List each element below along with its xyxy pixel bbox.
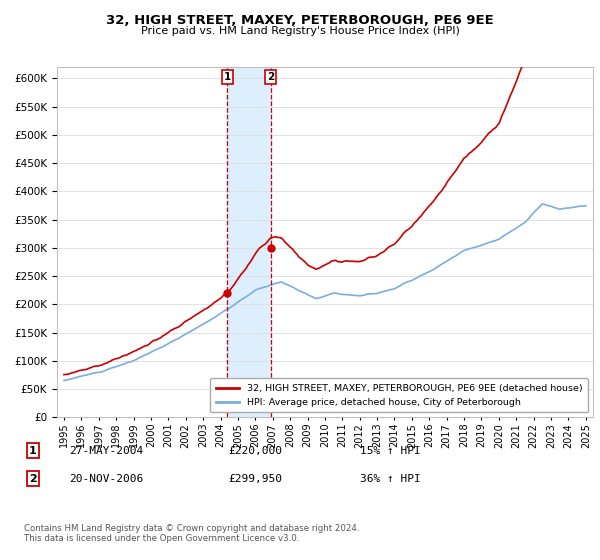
Text: 1: 1 bbox=[29, 446, 37, 456]
Text: 2: 2 bbox=[29, 474, 37, 484]
Text: 1: 1 bbox=[224, 72, 231, 82]
Text: Contains HM Land Registry data © Crown copyright and database right 2024.
This d: Contains HM Land Registry data © Crown c… bbox=[24, 524, 359, 543]
Text: 27-MAY-2004: 27-MAY-2004 bbox=[69, 446, 143, 456]
Text: £220,000: £220,000 bbox=[228, 446, 282, 456]
Text: 32, HIGH STREET, MAXEY, PETERBOROUGH, PE6 9EE: 32, HIGH STREET, MAXEY, PETERBOROUGH, PE… bbox=[106, 14, 494, 27]
Legend: 32, HIGH STREET, MAXEY, PETERBOROUGH, PE6 9EE (detached house), HPI: Average pri: 32, HIGH STREET, MAXEY, PETERBOROUGH, PE… bbox=[210, 379, 588, 413]
Bar bbox=[227, 67, 271, 417]
Text: 36% ↑ HPI: 36% ↑ HPI bbox=[360, 474, 421, 484]
Text: £299,950: £299,950 bbox=[228, 474, 282, 484]
Text: Price paid vs. HM Land Registry's House Price Index (HPI): Price paid vs. HM Land Registry's House … bbox=[140, 26, 460, 36]
Text: 2: 2 bbox=[268, 72, 275, 82]
Text: 20-NOV-2006: 20-NOV-2006 bbox=[69, 474, 143, 484]
Text: 15% ↑ HPI: 15% ↑ HPI bbox=[360, 446, 421, 456]
